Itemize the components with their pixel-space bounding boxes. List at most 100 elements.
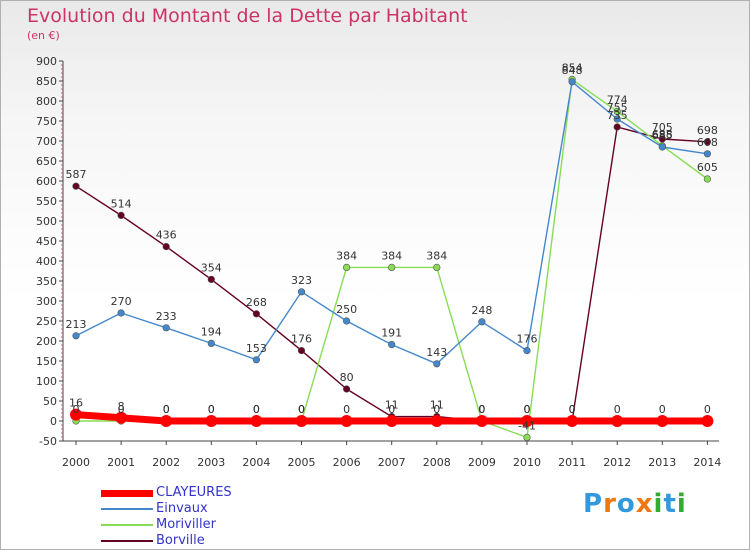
data-label-borville: 268 — [246, 296, 267, 309]
data-label-moriviller: 0 — [478, 403, 485, 416]
data-label-einvaux: 194 — [201, 325, 222, 338]
y-tick-label: 450 — [36, 235, 57, 248]
data-point-clayeures — [430, 415, 443, 427]
x-tick-label: 2011 — [558, 456, 586, 469]
x-tick-label: 2004 — [242, 456, 270, 469]
legend-swatch — [101, 489, 153, 497]
data-point-einvaux — [523, 347, 531, 355]
y-tick-label: 550 — [36, 195, 57, 208]
data-point-borville — [703, 138, 712, 146]
data-point-borville — [117, 211, 125, 219]
data-label-borville: 0 — [524, 403, 531, 416]
chart-title: Evolution du Montant de la Dette par Hab… — [27, 5, 468, 27]
axes: -50 0 50 100 150 200 250 300 350 400 450 500 550 600 6… — [36, 55, 721, 469]
x-tick-label: 2002 — [152, 456, 180, 469]
data-point-einvaux — [568, 78, 576, 86]
y-tick-label: 150 — [36, 355, 57, 368]
data-point-borville — [297, 347, 306, 355]
y-tick-label: 200 — [36, 335, 57, 348]
data-label-borville: 735 — [607, 109, 628, 122]
data-label-clayeures: 0 — [253, 403, 260, 416]
data-label-clayeures: 8 — [118, 400, 125, 413]
data-point-einvaux — [613, 115, 621, 123]
data-point-clayeures — [250, 415, 263, 427]
data-point-clayeures — [611, 415, 624, 427]
y-tick-label: 0 — [50, 415, 57, 428]
y-tick-label: 650 — [36, 155, 57, 168]
data-label-einvaux: 153 — [246, 342, 267, 355]
data-label-einvaux: 176 — [517, 333, 538, 346]
data-point-einvaux — [478, 318, 486, 326]
data-point-einvaux — [433, 360, 441, 368]
data-point-einvaux — [207, 339, 215, 348]
legend-label: Moriviller — [156, 517, 216, 532]
x-tick-label: 2005 — [288, 456, 316, 469]
y-tick-label: -50 — [39, 435, 57, 448]
y-tick-label: 750 — [36, 115, 57, 128]
data-label-borville: 587 — [66, 168, 87, 181]
legend-label: Einvaux — [156, 501, 208, 516]
chart-subtitle: (en €) — [27, 29, 60, 42]
data-label-einvaux: 143 — [426, 346, 447, 359]
data-label-moriviller: 0 — [163, 403, 170, 416]
data-point-clayeures — [385, 415, 398, 427]
data-point-clayeures — [566, 415, 579, 427]
data-point-clayeures — [115, 411, 128, 424]
y-tick-label: 850 — [36, 75, 57, 88]
data-label-einvaux: 233 — [156, 310, 177, 323]
x-tick-label: 2007 — [378, 456, 406, 469]
data-point-moriviller — [343, 263, 351, 272]
y-tick-label: 50 — [43, 395, 57, 408]
data-point-borville — [252, 310, 260, 318]
data-label-clayeures: 0 — [704, 403, 711, 416]
data-point-clayeures — [656, 415, 669, 427]
x-tick-label: 2009 — [468, 456, 496, 469]
data-point-borville — [207, 275, 215, 284]
data-label-moriviller: 0 — [298, 403, 305, 416]
data-label-moriviller: 0 — [73, 403, 80, 416]
x-tick-label: 2014 — [693, 456, 721, 469]
data-label-moriviller: 384 — [336, 249, 357, 262]
y-tick-label: 500 — [36, 215, 57, 228]
x-tick-label: 2001 — [107, 456, 135, 469]
data-label-moriviller: 605 — [697, 161, 718, 174]
data-label-clayeures: 0 — [163, 403, 170, 416]
data-label-borville: 698 — [697, 124, 718, 137]
data-point-borville — [72, 182, 80, 190]
data-label-clayeures: 0 — [614, 403, 621, 416]
logo-letter: P — [583, 489, 604, 519]
data-point-borville — [162, 243, 170, 251]
data-label-einvaux: 250 — [336, 303, 357, 316]
x-tick-label: 2000 — [62, 456, 90, 469]
data-label-moriviller: 688 — [652, 128, 673, 141]
logo-letter: x — [635, 489, 654, 519]
data-label-einvaux: 270 — [111, 295, 132, 308]
data-point-einvaux — [72, 332, 80, 340]
logo-letter: i — [676, 489, 687, 519]
data-label-moriviller: 384 — [381, 249, 402, 262]
x-tick-label: 2006 — [333, 456, 361, 469]
data-point-einvaux — [252, 356, 260, 364]
data-point-clayeures — [295, 415, 308, 427]
y-tick-label: 400 — [36, 255, 57, 268]
legend-swatch — [101, 508, 153, 510]
data-point-clayeures — [205, 415, 218, 427]
y-tick-label: 800 — [36, 95, 57, 108]
x-tick-label: 2010 — [513, 456, 541, 469]
data-label-moriviller: -41 — [518, 419, 536, 432]
data-label-borville: 436 — [156, 229, 177, 242]
y-tick-label: 900 — [36, 55, 57, 68]
data-point-clayeures — [521, 415, 533, 427]
data-point-clayeures — [475, 415, 488, 427]
data-label-clayeures: 0 — [208, 403, 215, 416]
data-point-einvaux — [343, 317, 351, 325]
data-label-borville: 176 — [291, 333, 312, 346]
data-point-moriviller — [703, 175, 712, 183]
data-point-borville — [343, 385, 351, 393]
data-point-borville — [613, 123, 621, 131]
data-label-clayeures: 0 — [343, 403, 350, 416]
data-label-einvaux: 248 — [471, 304, 492, 317]
x-tick-label: 2003 — [197, 456, 225, 469]
data-point-moriviller — [523, 433, 531, 442]
